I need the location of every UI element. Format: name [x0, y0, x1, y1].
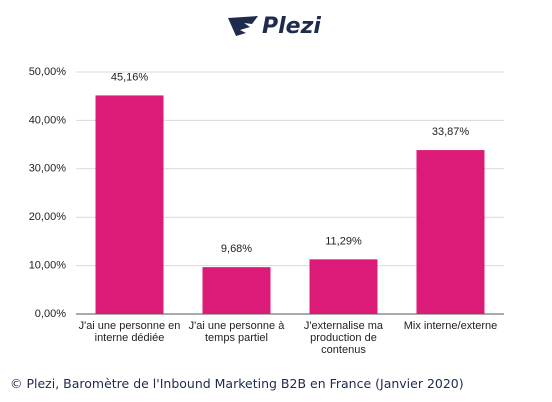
caption: © Plezi, Baromètre de l'Inbound Marketin… — [10, 376, 464, 391]
y-tick-label: 50,00% — [29, 66, 67, 78]
y-tick-label: 30,00% — [29, 163, 67, 175]
y-tick-label: 0,00% — [35, 308, 66, 320]
x-tick-label: Mix interne/externe — [403, 320, 498, 332]
bar — [202, 267, 271, 314]
logo-icon — [228, 16, 258, 36]
y-tick-label: 20,00% — [29, 211, 67, 223]
bar — [416, 150, 485, 314]
x-tick-label: J'ai une personne à temps partiel — [188, 320, 285, 344]
value-label: 45,16% — [111, 71, 149, 83]
bar — [95, 95, 164, 314]
y-tick-label: 40,00% — [29, 114, 67, 126]
logo-text: Plezi — [262, 14, 321, 39]
value-label: 9,68% — [221, 243, 252, 255]
x-tick-label: J'ai une personne en interne dédiée — [78, 320, 181, 344]
y-tick-label: 10,00% — [29, 260, 67, 272]
x-tick-label: J'externalise ma production de contenus — [303, 320, 384, 356]
value-label: 11,29% — [325, 235, 362, 247]
bar — [309, 259, 378, 314]
value-label: 33,87% — [432, 126, 470, 138]
